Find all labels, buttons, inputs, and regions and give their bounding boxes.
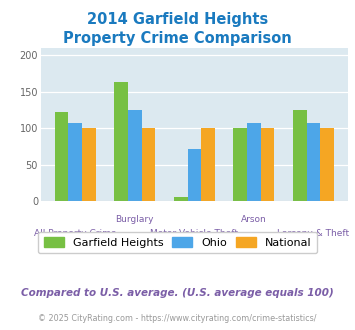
Text: Compared to U.S. average. (U.S. average equals 100): Compared to U.S. average. (U.S. average …: [21, 288, 334, 298]
Bar: [55, 112, 69, 201]
Text: © 2025 CityRating.com - https://www.cityrating.com/crime-statistics/: © 2025 CityRating.com - https://www.city…: [38, 314, 317, 323]
Text: Burglary: Burglary: [116, 215, 154, 224]
Bar: [320, 128, 334, 201]
Bar: [293, 110, 307, 201]
Text: 2014 Garfield Heights: 2014 Garfield Heights: [87, 12, 268, 26]
Bar: [174, 197, 187, 201]
Legend: Garfield Heights, Ohio, National: Garfield Heights, Ohio, National: [38, 232, 317, 253]
Bar: [307, 123, 320, 201]
Bar: [233, 128, 247, 201]
Bar: [261, 128, 274, 201]
Text: Larceny & Theft: Larceny & Theft: [277, 229, 349, 238]
Bar: [201, 128, 215, 201]
Bar: [128, 110, 142, 201]
Text: Property Crime Comparison: Property Crime Comparison: [63, 31, 292, 46]
Bar: [247, 123, 261, 201]
Text: All Property Crime: All Property Crime: [34, 229, 116, 238]
Bar: [187, 149, 201, 201]
Bar: [69, 123, 82, 201]
Text: Arson: Arson: [241, 215, 267, 224]
Bar: [82, 128, 96, 201]
Bar: [114, 82, 128, 201]
Bar: [142, 128, 155, 201]
Text: Motor Vehicle Theft: Motor Vehicle Theft: [151, 229, 238, 238]
